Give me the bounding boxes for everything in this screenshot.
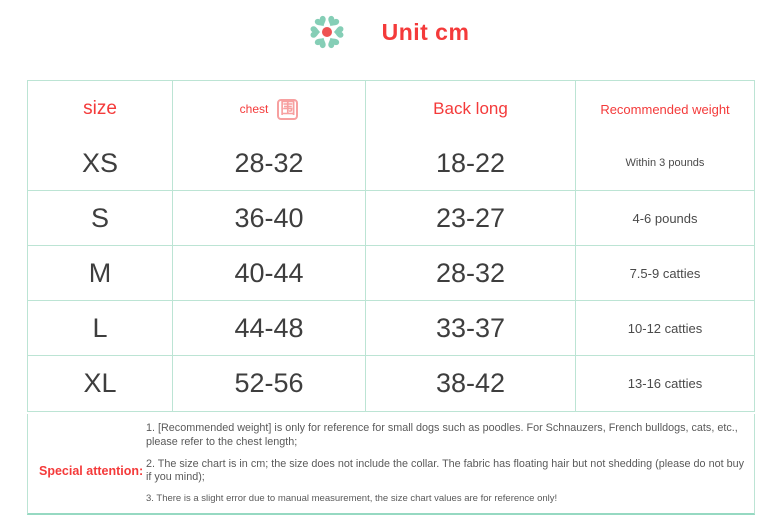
notes-list: 1. [Recommended weight] is only for refe… [146, 414, 748, 513]
table-row-cell-size: S [28, 191, 173, 246]
special-attention-label: Special attention: [39, 464, 144, 478]
table-row-cell-chest: 44-48 [173, 301, 366, 356]
table-row-cell-weight: 10-12 catties [576, 301, 754, 356]
flower-icon [310, 15, 344, 49]
table-row-cell-size: M [28, 246, 173, 301]
column-header-size: size [28, 81, 173, 138]
table-row-cell-weight: Within 3 pounds [576, 136, 754, 191]
table-row-cell-back-long: 18-22 [366, 136, 576, 191]
note-item: 1. [Recommended weight] is only for refe… [146, 422, 738, 448]
chest-stamp-icon: 围 [277, 98, 299, 120]
table-row-cell-size: L [28, 301, 173, 356]
table-row-cell-chest: 28-32 [173, 136, 366, 191]
column-header-chest: chest 围 [173, 81, 366, 138]
column-header-recommended-weight: Recommended weight [576, 81, 754, 138]
column-header-back-long: Back long [366, 81, 576, 138]
special-attention-section: Special attention: 1. [Recommended weigh… [27, 414, 755, 515]
table-row-cell-chest: 40-44 [173, 246, 366, 301]
table-row-cell-size: XS [28, 136, 173, 191]
table-row-cell-weight: 7.5-9 catties [576, 246, 754, 301]
table-row-cell-chest: 52-56 [173, 356, 366, 411]
table-row-cell-chest: 36-40 [173, 191, 366, 246]
table-row-cell-size: XL [28, 356, 173, 411]
table-row-cell-back-long: 33-37 [366, 301, 576, 356]
unit-label: Unit cm [381, 18, 470, 45]
page-header: Unit cm [0, 6, 773, 58]
table-row-cell-back-long: 28-32 [366, 246, 576, 301]
table-row-cell-weight: 13-16 catties [576, 356, 754, 411]
note-item: 3. There is a slight error due to manual… [146, 492, 558, 504]
chest-label: chest [239, 102, 269, 116]
size-table: size chest 围 Back long Recommended weigh… [27, 80, 755, 412]
note-item: 2. The size chart is in cm; the size doe… [146, 457, 744, 484]
table-row-cell-weight: 4-6 pounds [576, 191, 754, 246]
table-row-cell-back-long: 38-42 [366, 356, 576, 411]
table-row-cell-back-long: 23-27 [366, 191, 576, 246]
